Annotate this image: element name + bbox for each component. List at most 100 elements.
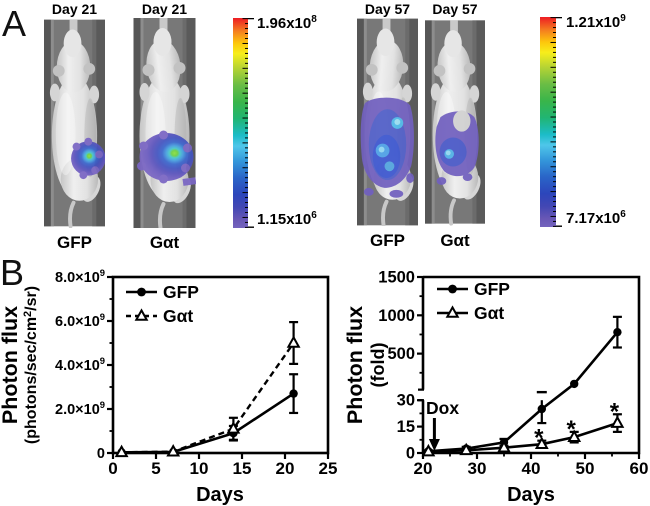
mouse-tail <box>68 200 76 228</box>
data-point-circle <box>137 287 146 297</box>
signal-blob <box>139 133 194 181</box>
y-tick-label: 1000 <box>378 307 415 325</box>
y-tick-label: 1500 <box>378 269 415 287</box>
mouse-forepaw <box>49 83 60 102</box>
mouse-forepaw <box>362 82 373 101</box>
data-point-triangle <box>134 308 149 321</box>
colorbar-gradient <box>233 18 248 228</box>
mouse-ear <box>396 61 409 74</box>
x-tick-label: 40 <box>522 459 541 478</box>
mouse-ear <box>433 64 446 77</box>
data-point-circle <box>570 379 579 389</box>
mouse-forepaw <box>139 83 150 101</box>
series-line-GFP <box>428 331 619 453</box>
mouse-unit-gat-day21: Day 21 Gαt <box>133 1 196 252</box>
significance-asterisk: * <box>610 398 620 425</box>
data-point-circle <box>537 404 546 414</box>
data-point-circle <box>613 327 622 337</box>
nose-cone <box>159 18 168 38</box>
day-label: Day 57 <box>364 1 411 17</box>
data-point-triangle <box>459 442 474 456</box>
data-point-circle <box>448 284 457 294</box>
mouse-forepaw <box>469 85 480 103</box>
mouse-snout <box>153 28 172 56</box>
y-tick-label: 6.0×109 <box>55 311 105 330</box>
x-tick-label: 50 <box>576 459 595 478</box>
bioluminescence-signal <box>137 130 196 186</box>
legend-item-Gαt: Gαt <box>126 306 193 326</box>
mouse-tail <box>448 198 456 226</box>
chart-photon-flux-fold: 0 15 30 500 1000 1500 20 30 40 50 60 Days Photon flu… <box>343 269 648 506</box>
panel-b-charts: 0 2.0×109 4.0×109 6.0×109 8.0×109 0 5 10 15 20 25 D… <box>0 267 648 506</box>
legend-item-GFP: GFP <box>126 282 199 302</box>
mouse-forepaw <box>402 84 413 103</box>
day-label: Day 21 <box>51 1 98 17</box>
day-label: Day 57 <box>432 1 478 17</box>
legend-item-Gαt: Gαt <box>437 303 504 323</box>
bioluminescence-signal <box>435 110 479 185</box>
mouse-group-label: Gαt <box>440 231 470 250</box>
mouse-forepaw <box>430 83 441 101</box>
colorbar-max-value: 1.21x109 <box>566 13 626 31</box>
x-axis-title: Days <box>507 484 555 506</box>
data-point-triangle <box>114 444 129 458</box>
colorbar-min-value: 7.17x106 <box>566 209 626 227</box>
x-tick-label: 0 <box>108 459 117 478</box>
mouse-photo-gat-day21 <box>133 18 196 228</box>
x-tick-label: 20 <box>276 459 295 478</box>
y-axis-subtitle: (photons/sec/cm2/sr) <box>22 286 40 444</box>
data-point-triangle <box>286 335 301 348</box>
x-tick-label: 15 <box>233 459 252 478</box>
mouse-snout <box>444 30 462 58</box>
mouse-head <box>437 41 471 92</box>
data-point-triangle <box>421 443 436 457</box>
mouse-group-label: GFP <box>57 233 92 252</box>
mouse-head <box>369 40 404 92</box>
bioluminescence-signal <box>360 97 415 198</box>
colorbar-day21 <box>233 18 254 228</box>
significance-asterisk: * <box>567 416 577 443</box>
colorbar-day57 <box>540 17 562 227</box>
series-line-Gαt <box>428 421 618 453</box>
y-axis-title: Photon flux <box>343 306 367 424</box>
mouse-forepaw <box>89 85 100 104</box>
mouse-ear <box>463 62 476 75</box>
colorbar-min-value: 1.15x106 <box>257 210 317 228</box>
mouse-photo-gfp-day57 <box>357 18 418 226</box>
mouse-ear <box>52 64 65 77</box>
nose-cone <box>450 20 458 40</box>
mouse-group-label: GFP <box>370 231 405 250</box>
panel-b-label: B <box>0 252 25 293</box>
colorbar-ticks <box>550 17 562 227</box>
series-line-Gαt <box>121 342 295 454</box>
mouse-group-label: Gαt <box>149 233 180 252</box>
data-point-triangle <box>226 421 241 434</box>
signal-notch <box>453 110 471 132</box>
colorbar-max-value: 1.96x108 <box>257 14 317 32</box>
y-axis-title: Photon flux <box>0 306 22 424</box>
day-label: Day 21 <box>141 1 188 17</box>
y-tick-label: 2.0×109 <box>55 399 105 418</box>
dox-arrow-head <box>428 439 440 451</box>
bioluminescence-signal <box>71 137 105 180</box>
mouse-ear <box>142 64 155 76</box>
data-point-circle <box>289 389 298 398</box>
mouse-ear <box>365 63 378 76</box>
mouse-unit-gfp-day21: Day 21 GFP <box>44 1 105 252</box>
panel-a-label: A <box>2 3 27 44</box>
mouse-snout <box>63 29 82 58</box>
colorbar-ticks <box>242 18 254 228</box>
colorbar-gradient <box>540 17 556 227</box>
x-tick-label: 5 <box>151 459 160 478</box>
data-point-triangle <box>166 444 181 457</box>
legend-label: GFP <box>474 279 510 299</box>
data-point-triangle <box>567 429 582 442</box>
legend-label: Gαt <box>163 306 193 326</box>
mouse-tail <box>157 202 166 228</box>
legend-label: Gαt <box>474 303 504 323</box>
mouse-head <box>56 41 91 93</box>
nose-cone <box>69 19 78 40</box>
y-tick-label: 500 <box>387 345 415 363</box>
mouse-head <box>146 40 181 92</box>
